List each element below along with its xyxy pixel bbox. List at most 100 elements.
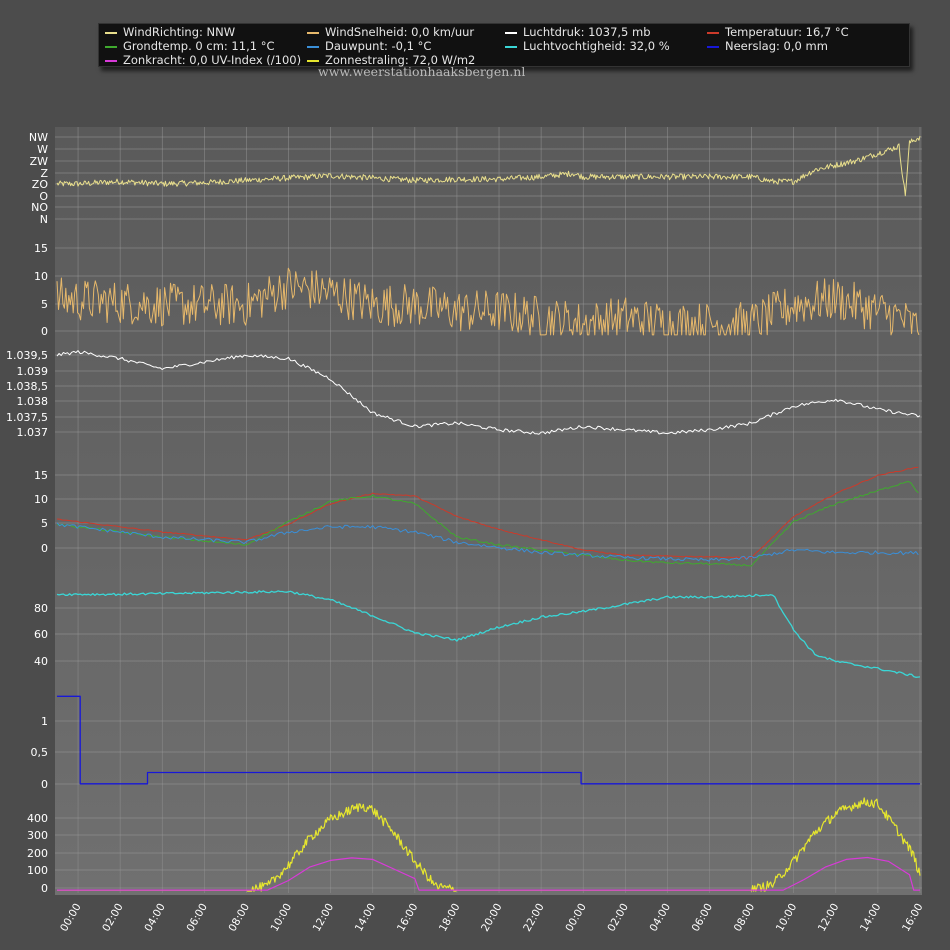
x-tick-label: 02:00	[605, 902, 631, 934]
y-tick-label: NO	[31, 201, 48, 214]
y-tick-label: 15	[34, 469, 48, 482]
legend-swatch	[505, 31, 517, 34]
y-tick-label: ZW	[30, 155, 49, 168]
x-tick-labels: 00:00 02:00 04:00 06:00 08:00 10:00 12:00 14:00…	[58, 902, 925, 934]
x-tick-label: 04:00	[647, 902, 673, 934]
y-tick-label: O	[39, 190, 48, 203]
series-windrichting	[56, 135, 921, 197]
y-tick-label: 400	[27, 812, 48, 825]
y-tick-label: 15	[34, 242, 48, 255]
y-tick-label: 10	[34, 493, 48, 506]
legend-swatch	[105, 31, 117, 34]
legend-item-solar: Zonnestraling: 72,0 W/m2	[307, 53, 475, 67]
y-tick-label: 1.039	[17, 365, 49, 378]
legend-label: WindRichting: NNW	[123, 25, 236, 39]
series-luchtvochtigheid	[56, 590, 921, 678]
legend-swatch	[307, 59, 319, 62]
y-tick-label: 10	[34, 270, 48, 283]
legend-swatch	[505, 45, 517, 48]
legend-label: WindSnelheid: 0,0 km/uur	[325, 25, 475, 39]
y-tick-label: 0	[41, 882, 48, 895]
y-tick-label: 1.037	[17, 426, 49, 439]
y-tick-label: 1.038	[17, 395, 49, 408]
x-tick-label: 16:00	[395, 902, 421, 934]
legend-swatch	[105, 45, 117, 48]
y-tick-label: N	[40, 213, 48, 226]
y-tick-label: 1	[41, 715, 48, 728]
vertical-grid	[77, 127, 921, 893]
x-tick-label: 10:00	[269, 902, 295, 934]
x-tick-label: 04:00	[142, 902, 168, 934]
series-grondtemp-0-cm	[56, 481, 919, 567]
legend-label: Luchtvochtigheid: 32,0 %	[523, 39, 670, 53]
legend-item-precipitation: Neerslag: 0,0 mm	[707, 39, 828, 53]
series-luchtdruk	[56, 350, 921, 435]
legend-item-wind-speed: WindSnelheid: 0,0 km/uur	[307, 25, 474, 39]
series-lines	[56, 135, 921, 892]
legend-label: Zonnestraling: 72,0 W/m2	[325, 53, 476, 67]
legend-label: Temperatuur: 16,7 °C	[725, 25, 849, 39]
series-temperatuur	[56, 466, 919, 559]
x-tick-label: 10:00	[774, 902, 800, 934]
series-windsnelheid	[56, 267, 920, 336]
y-tick-label: 100	[27, 864, 48, 877]
x-tick-label: 02:00	[100, 902, 126, 934]
y-tick-label: 300	[27, 829, 48, 842]
x-tick-label: 16:00	[900, 902, 926, 934]
y-tick-label: 1.039,5	[6, 349, 48, 362]
series-zonkracht	[57, 856, 920, 891]
y-tick-label: 0	[41, 778, 48, 791]
series-neerslag	[57, 695, 920, 785]
y-tick-label: Z	[40, 167, 48, 180]
x-tick-label: 06:00	[690, 902, 716, 934]
legend-item-humidity: Luchtvochtigheid: 32,0 %	[505, 39, 670, 53]
plot-area	[55, 127, 922, 895]
legend-label: Grondtemp. 0 cm: 11,1 °C	[123, 39, 275, 53]
legend-swatch	[307, 31, 319, 34]
y-tick-label: W	[37, 143, 48, 156]
x-tick-label: 06:00	[184, 902, 210, 934]
x-tick-label: 22:00	[521, 902, 547, 934]
y-tick-label: 1.037,5	[6, 411, 48, 424]
legend-item-uv: Zonkracht: 0,0 UV-Index (/100)	[105, 53, 301, 67]
site-watermark: www.weerstationhaaksbergen.nl	[318, 64, 526, 79]
x-tick-label: 20:00	[479, 902, 505, 934]
legend-swatch	[105, 59, 117, 62]
legend-item-dewpoint: Dauwpunt: -0,1 °C	[307, 39, 431, 53]
legend-item-wind-direction: WindRichting: NNW	[105, 25, 235, 39]
horizontal-grid	[55, 136, 922, 889]
legend-swatch	[707, 31, 719, 34]
y-tick-label: 1.038,5	[6, 380, 48, 393]
y-tick-label: 80	[34, 602, 48, 615]
y-tick-label: 5	[41, 298, 48, 311]
y-tick-label: ZO	[32, 178, 49, 191]
legend-label: Luchtdruk: 1037,5 mb	[523, 25, 651, 39]
y-tick-label: 200	[27, 847, 48, 860]
legend-item-pressure: Luchtdruk: 1037,5 mb	[505, 25, 651, 39]
legend-label: Neerslag: 0,0 mm	[725, 39, 828, 53]
y-tick-label: 60	[34, 628, 48, 641]
x-tick-label: 12:00	[311, 902, 337, 934]
y-tick-label: 0,5	[31, 746, 49, 759]
legend-item-temperature: Temperatuur: 16,7 °C	[707, 25, 849, 39]
legend-swatch	[307, 45, 319, 48]
legend-box: WindRichting: NNW WindSnelheid: 0,0 km/u…	[98, 23, 910, 67]
x-tick-label: 00:00	[58, 902, 84, 934]
y-tick-label: 40	[34, 655, 48, 668]
y-tick-label: NW	[29, 131, 48, 144]
y-tick-label: 0	[41, 325, 48, 338]
y-tick-label: 5	[41, 517, 48, 530]
x-tick-label: 00:00	[563, 902, 589, 934]
x-tick-label: 12:00	[816, 902, 842, 934]
legend-swatch	[707, 45, 719, 48]
x-tick-label: 14:00	[353, 902, 379, 934]
y-tick-label: 0	[41, 542, 48, 555]
legend-item-ground-temp: Grondtemp. 0 cm: 11,1 °C	[105, 39, 274, 53]
x-tick-label: 08:00	[732, 902, 758, 934]
series-dauwpunt	[56, 522, 919, 562]
x-tick-label: 18:00	[437, 902, 463, 934]
legend-label: Zonkracht: 0,0 UV-Index (/100)	[123, 53, 302, 67]
legend-label: Dauwpunt: -0,1 °C	[325, 39, 432, 53]
x-tick-label: 14:00	[858, 902, 884, 934]
